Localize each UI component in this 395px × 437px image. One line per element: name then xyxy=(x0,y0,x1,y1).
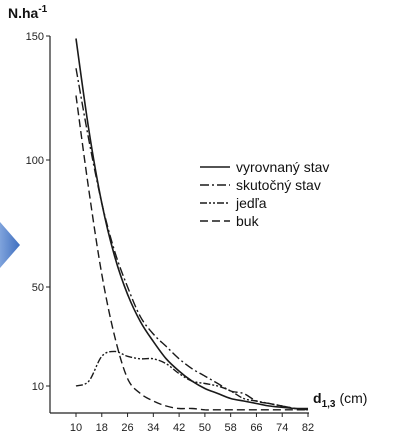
legend-label-4: buk xyxy=(236,213,260,229)
legend: vyrovnaný stav skutočný stav jedľa buk xyxy=(200,159,329,229)
x-tick-label: 58 xyxy=(225,422,237,434)
svg-text:N.ha-1: N.ha-1 xyxy=(8,4,48,21)
x-axis-label-unit: (cm) xyxy=(339,390,367,406)
y-axis-label: N.ha-1 xyxy=(8,4,48,21)
x-tick-label: 50 xyxy=(199,422,211,434)
svg-text:d1,3(cm): d1,3 (cm) xyxy=(313,390,367,410)
series-line-1 xyxy=(75,38,309,410)
y-tick-label: 100 xyxy=(26,155,44,167)
series-line-4 xyxy=(75,95,308,411)
series-layer xyxy=(75,38,309,411)
y-axis-label-text: N.ha xyxy=(8,5,39,21)
x-axis-label-main: d xyxy=(313,390,322,406)
y-tick-label: 10 xyxy=(32,381,44,393)
y-tick-label: 150 xyxy=(26,31,44,43)
x-tick-label: 74 xyxy=(276,422,288,434)
y-axis-label-superscript: -1 xyxy=(38,4,47,15)
blue-arrow-icon xyxy=(0,222,20,268)
y-tick-label: 50 xyxy=(32,282,44,294)
axes: 10 50 100 150 10 18 26 34 42 50 58 66 74 82 xyxy=(26,31,314,434)
x-tick-label: 66 xyxy=(250,422,262,434)
legend-label-3: jedľa xyxy=(235,195,267,211)
x-tick-label: 42 xyxy=(173,422,185,434)
series-line-3 xyxy=(75,350,309,411)
x-axis-label: d1,3 (cm) xyxy=(313,390,367,410)
x-axis-label-subscript: 1,3 xyxy=(322,399,336,410)
legend-label-1: vyrovnaný stav xyxy=(236,159,329,175)
series-line-2 xyxy=(75,68,309,411)
x-tick-label: 26 xyxy=(121,422,133,434)
legend-label-2: skutočný stav xyxy=(236,177,321,193)
x-tick-label: 82 xyxy=(302,422,314,434)
x-tick-label: 34 xyxy=(147,422,159,434)
x-tick-label: 10 xyxy=(70,422,82,434)
x-tick-label: 18 xyxy=(96,422,108,434)
